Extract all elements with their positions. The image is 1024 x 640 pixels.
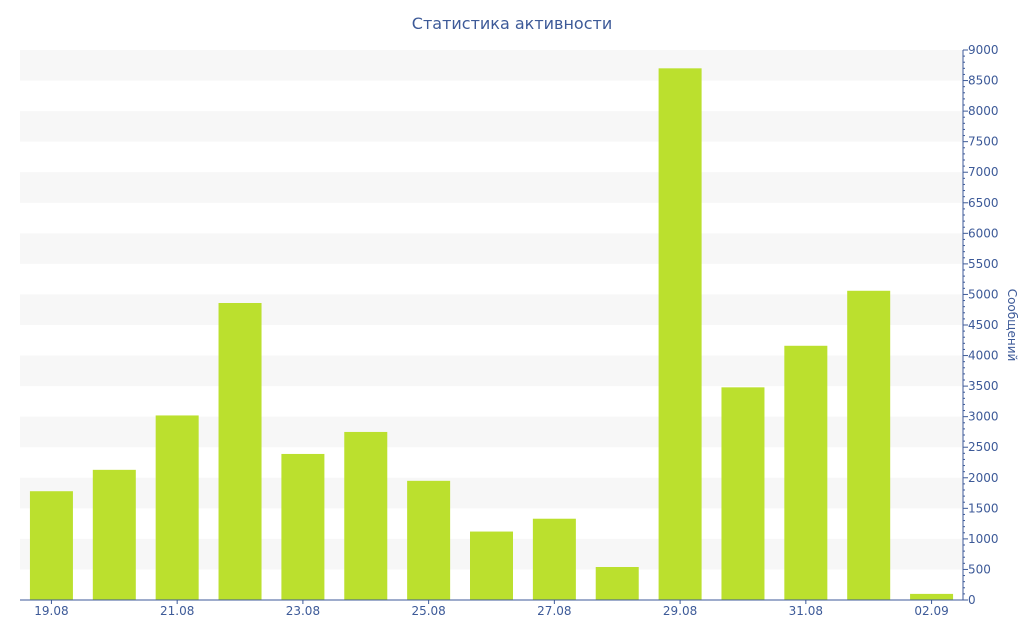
y-tick-label: 500	[968, 562, 991, 576]
bar-25.08	[407, 480, 451, 600]
x-tick-label: 25.08	[411, 604, 445, 618]
y-axis-title: Сообщений	[1005, 289, 1019, 362]
y-tick-label: 0	[968, 593, 976, 607]
bar-30.08	[721, 387, 765, 600]
grid-band	[20, 233, 963, 264]
x-tick-label: 31.08	[789, 604, 823, 618]
bar-20.08	[92, 469, 136, 600]
y-tick-label: 1000	[968, 532, 999, 546]
bar-23.08	[281, 453, 325, 600]
grid-band	[20, 172, 963, 203]
y-tick-label: 3000	[968, 410, 999, 424]
x-tick-label: 02.09	[914, 604, 948, 618]
x-tick-label: 19.08	[34, 604, 68, 618]
y-tick-label: 3500	[968, 379, 999, 393]
y-tick-label: 2000	[968, 471, 999, 485]
x-tick-label: 29.08	[663, 604, 697, 618]
grid-band	[20, 111, 963, 142]
y-tick-label: 9000	[968, 43, 999, 57]
y-tick-label: 7000	[968, 165, 999, 179]
y-tick-label: 7500	[968, 135, 999, 149]
bar-26.08	[470, 531, 513, 600]
x-tick-label: 27.08	[537, 604, 571, 618]
y-tick-label: 4000	[968, 349, 999, 363]
bar-29.08	[658, 68, 702, 601]
bar-02.09	[910, 593, 954, 600]
chart-title: Статистика активности	[411, 14, 613, 33]
bar-19.08	[29, 491, 73, 600]
x-tick-label: 23.08	[286, 604, 320, 618]
grid-band	[20, 50, 963, 81]
bar-28.08	[595, 567, 639, 600]
y-tick-label: 5000	[968, 287, 999, 301]
y-tick-label: 8000	[968, 104, 999, 118]
bar-22.08	[218, 303, 262, 600]
grid-band	[20, 294, 963, 325]
y-tick-label: 8500	[968, 74, 999, 88]
bar-24.08	[344, 431, 388, 600]
y-tick-label: 2500	[968, 440, 999, 454]
y-tick-label: 5500	[968, 257, 999, 271]
y-tick-label: 6000	[968, 226, 999, 240]
x-tick-label: 21.08	[160, 604, 194, 618]
y-tick-label: 6500	[968, 196, 999, 210]
bar-27.08	[532, 518, 576, 600]
bar-31.08	[784, 345, 828, 600]
bar-21.08	[155, 415, 199, 600]
y-tick-label: 4500	[968, 318, 999, 332]
y-tick-label: 1500	[968, 501, 999, 515]
bar-01.09	[847, 290, 891, 600]
